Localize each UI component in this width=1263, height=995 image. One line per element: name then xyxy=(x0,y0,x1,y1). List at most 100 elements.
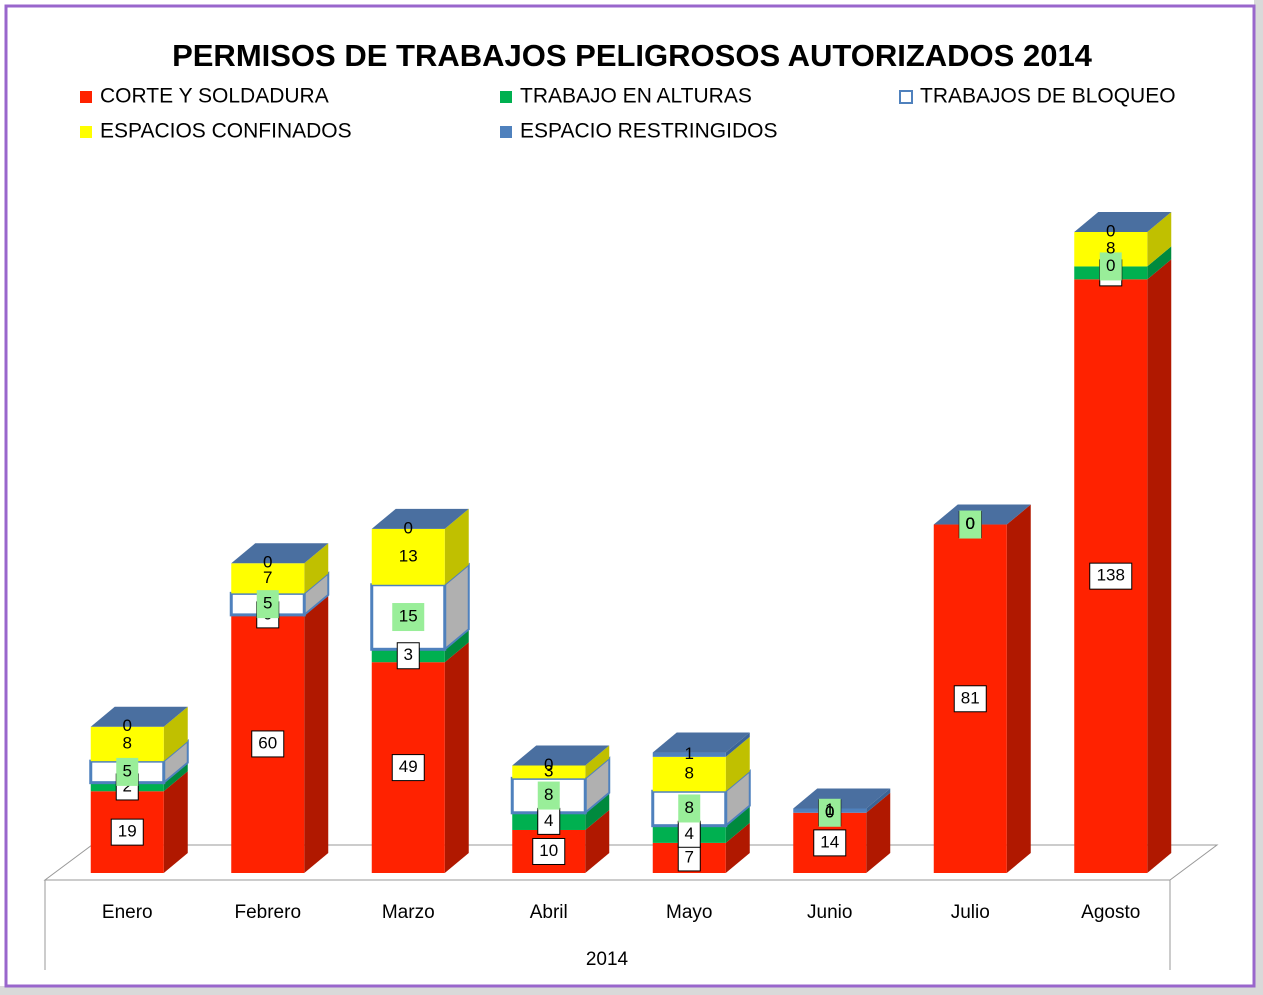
data-label: 0 xyxy=(544,755,553,774)
data-label-box xyxy=(251,730,285,758)
data-label-box xyxy=(391,754,425,782)
data-label: 0 xyxy=(1106,221,1115,240)
data-label: 0 xyxy=(1106,256,1115,275)
data-label: 3 xyxy=(404,645,413,664)
bar-side xyxy=(725,822,750,873)
data-label: 4 xyxy=(544,811,553,830)
data-label-box xyxy=(396,642,420,670)
legend-label: TRABAJOS DE BLOQUEO xyxy=(920,85,1176,108)
data-label-box xyxy=(1089,562,1133,590)
bar-side xyxy=(585,809,610,873)
data-label: 60 xyxy=(258,733,277,752)
data-label: 7 xyxy=(685,847,694,866)
legend-swatch xyxy=(500,91,512,103)
data-label: 0 xyxy=(123,716,132,735)
data-label-box xyxy=(110,818,144,846)
data-label: 13 xyxy=(399,546,418,565)
bar-side xyxy=(444,629,469,663)
legend-label: TRABAJO EN ALTURAS xyxy=(520,85,752,108)
data-label-box xyxy=(392,603,425,632)
data-label-box xyxy=(959,510,982,539)
bar-segment xyxy=(652,752,726,757)
data-label: 81 xyxy=(961,688,980,707)
data-label: 0 xyxy=(966,514,975,533)
bar-segment xyxy=(90,726,164,762)
data-label: 8 xyxy=(685,798,694,817)
data-label: 4 xyxy=(685,824,694,843)
x-tick-label: Agosto xyxy=(1081,902,1140,923)
bar-top xyxy=(371,508,469,529)
legend-label: ESPACIO RESTRINGIDOS xyxy=(520,120,778,143)
x-tick-label: Abril xyxy=(530,902,568,923)
frame-shadow xyxy=(0,986,1263,995)
bar-side xyxy=(163,706,188,762)
x-tick-label: Febrero xyxy=(234,902,301,923)
bar-top xyxy=(231,543,329,564)
data-label: 8 xyxy=(544,785,553,804)
frame xyxy=(4,4,1256,988)
data-label: 8 xyxy=(123,733,132,752)
bar-side xyxy=(163,771,188,873)
bar-side xyxy=(585,745,610,779)
legend-label: ESPACIOS CONFINADOS xyxy=(100,120,352,143)
data-label: 10 xyxy=(539,841,558,860)
bar-side xyxy=(866,792,891,873)
data-label: 49 xyxy=(399,757,418,776)
bar-top xyxy=(90,706,188,727)
bar-side xyxy=(304,594,329,873)
data-label: 138 xyxy=(1097,566,1125,585)
bar-side xyxy=(866,788,891,813)
bar-top xyxy=(793,788,891,809)
bar-side xyxy=(1147,212,1172,267)
legend-swatch xyxy=(899,90,913,104)
data-label-box xyxy=(813,829,847,857)
x-tick-label: Marzo xyxy=(382,902,435,923)
data-label: 0 xyxy=(404,518,413,537)
bar-side xyxy=(444,508,469,585)
data-label: 5 xyxy=(263,594,272,613)
data-label: 0 xyxy=(966,514,975,533)
bar-side xyxy=(585,792,610,830)
bar-side xyxy=(444,642,469,873)
legend-swatch xyxy=(80,91,92,103)
data-label: 0 xyxy=(825,802,834,821)
data-label: 7 xyxy=(263,568,272,587)
data-label: 1 xyxy=(825,800,834,819)
bar-side xyxy=(1147,259,1172,873)
bar-side xyxy=(1147,246,1172,280)
data-label: 0 xyxy=(263,553,272,572)
data-label: 19 xyxy=(118,822,137,841)
data-label: 0 xyxy=(825,802,834,821)
bar-side xyxy=(304,543,329,594)
chart-title: PERMISOS DE TRABAJOS PELIGROSOS AUTORIZA… xyxy=(172,38,1093,73)
data-label: 2 xyxy=(123,776,132,795)
data-label: 3 xyxy=(544,761,553,780)
bar-top xyxy=(933,504,1031,525)
data-label-box xyxy=(818,798,841,827)
data-label-box xyxy=(537,781,560,810)
floor xyxy=(43,844,1219,881)
bar-segment xyxy=(371,528,445,585)
frame-shadow xyxy=(1254,0,1263,995)
data-label-box xyxy=(1099,252,1122,281)
bar-side xyxy=(725,736,750,792)
x-tick-label: Julio xyxy=(951,902,990,923)
data-label: 5 xyxy=(123,761,132,780)
bar-segment xyxy=(231,563,305,594)
legend-swatch xyxy=(80,126,92,138)
data-label: 8 xyxy=(1106,239,1115,258)
data-label-box xyxy=(953,685,987,713)
data-label-box xyxy=(532,837,566,865)
data-label: 14 xyxy=(820,832,839,851)
data-label: 0 xyxy=(966,514,975,533)
x-tick-label: Junio xyxy=(807,902,852,923)
bar-side xyxy=(725,732,750,757)
bar-side xyxy=(163,762,188,792)
legend-swatch xyxy=(500,126,512,138)
data-label-box xyxy=(256,590,279,619)
data-label-box xyxy=(678,794,701,823)
bar-top xyxy=(512,745,610,766)
data-label: 8 xyxy=(685,764,694,783)
